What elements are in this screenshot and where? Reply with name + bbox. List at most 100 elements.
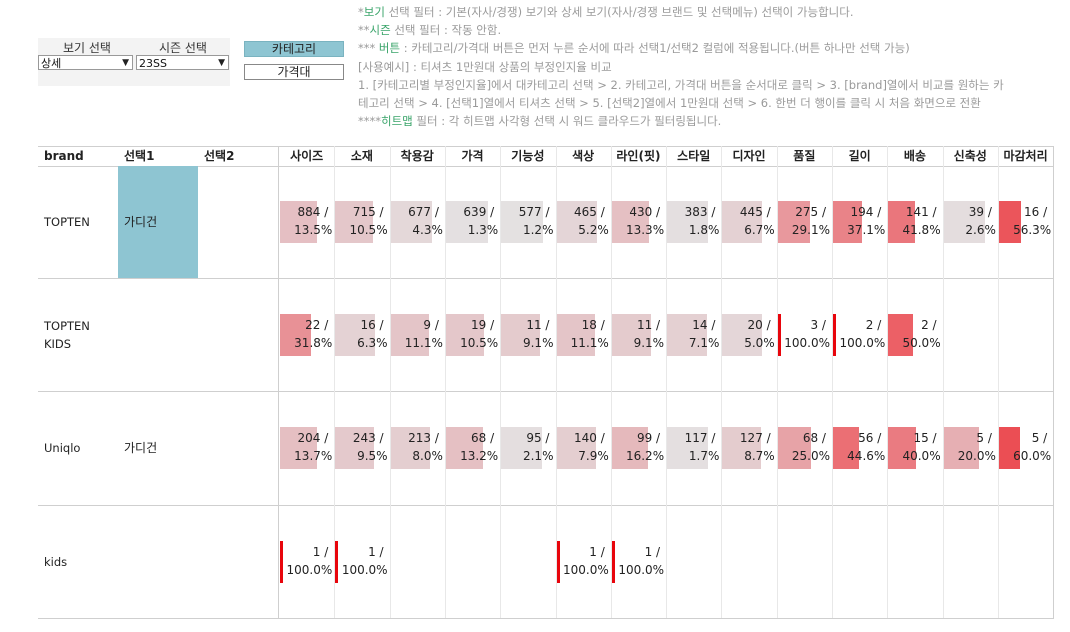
heatmap-cell[interactable]: [998, 201, 1021, 243]
cell-percent: 100.0%: [618, 562, 665, 577]
col-header[interactable]: 소재: [350, 149, 373, 163]
heatmap-cell[interactable]: [611, 427, 648, 469]
cell-percent: 11.1%: [570, 335, 609, 350]
note-keyword: 히트맵: [381, 114, 413, 129]
cell-count: 11 /: [526, 317, 550, 332]
heatmap-cell[interactable]: [335, 540, 339, 583]
heatmap-cell[interactable]: [888, 201, 916, 243]
heatmap-cell[interactable]: [833, 313, 836, 356]
heatmap-cell[interactable]: [335, 313, 376, 356]
heatmap-cell[interactable]: [888, 427, 917, 469]
col-header[interactable]: 품질: [793, 149, 816, 163]
column-divider: [390, 146, 391, 618]
cell-count: 1 /: [312, 544, 329, 559]
cell-percent: 20.0%: [957, 449, 996, 463]
help-notes: *보기 *보기 선택 필터 : 기본(자사/경쟁) 보기와 상세 보기(자사/경…: [358, 3, 1063, 130]
select1-value[interactable]: 가디건: [124, 441, 158, 455]
heatmap-cell[interactable]: [611, 313, 651, 356]
col-header[interactable]: 가격: [461, 149, 484, 163]
heatmap-cell[interactable]: [390, 427, 430, 469]
heatmap-cell[interactable]: [445, 427, 483, 469]
column-divider: [887, 146, 888, 618]
heatmap-cell[interactable]: [943, 427, 979, 469]
col-header[interactable]: 사이즈: [290, 149, 324, 163]
cell-percent: 6.3%: [357, 335, 388, 350]
cell-percent: 13.7%: [294, 449, 333, 463]
heatmap-cell[interactable]: [667, 313, 708, 356]
heatmap-cell[interactable]: [611, 201, 649, 243]
heatmap-cell[interactable]: [722, 313, 763, 356]
heatmap-cell[interactable]: [280, 313, 311, 356]
heatmap-cell[interactable]: [390, 201, 432, 243]
heatmap-cell[interactable]: [556, 540, 560, 583]
column-divider: [1053, 146, 1054, 618]
heatmap-cell[interactable]: [888, 313, 914, 356]
col-header[interactable]: 길이: [848, 149, 871, 163]
heatmap-cell[interactable]: [445, 201, 488, 243]
heatmap-cell[interactable]: [556, 427, 596, 469]
col-header[interactable]: 라인(핏): [616, 149, 661, 163]
brand-label[interactable]: TOPTEN KIDS: [44, 318, 90, 351]
heatmap-cell[interactable]: [833, 427, 859, 469]
heatmap-cell[interactable]: [777, 201, 810, 243]
col-header[interactable]: 기능성: [511, 149, 545, 163]
heatmap-cell[interactable]: [280, 540, 283, 583]
col-header[interactable]: 디자인: [732, 149, 766, 163]
cell-count: 16 /: [1024, 205, 1048, 219]
col-header[interactable]: 색상: [572, 149, 595, 163]
heatmap-cell[interactable]: [280, 427, 317, 469]
heatmap-cell[interactable]: [611, 540, 615, 583]
heatmap-cell[interactable]: [501, 201, 544, 243]
heatmap-cell[interactable]: [390, 313, 429, 356]
heatmap-cell[interactable]: [445, 313, 484, 356]
season-select[interactable]: 23SS ▼: [136, 55, 229, 70]
heatmap-cell[interactable]: [335, 427, 375, 469]
column-divider: [500, 146, 501, 618]
cell-count: 5 /: [1031, 431, 1048, 445]
heatmap-cell[interactable]: [335, 201, 374, 243]
col-header[interactable]: 마감처리: [1003, 149, 1048, 163]
row-divider: [38, 618, 1054, 619]
heatmap-cell[interactable]: [722, 427, 762, 469]
brand-label[interactable]: TOPTEN: [44, 215, 90, 229]
select1-value[interactable]: 가디건: [124, 215, 158, 229]
heatmap-cell[interactable]: [777, 427, 811, 469]
heatmap-cell[interactable]: [943, 201, 985, 243]
heatmap-cell[interactable]: [280, 201, 317, 243]
price-range-button[interactable]: 가격대: [244, 64, 344, 80]
col-header[interactable]: 신축성: [953, 149, 987, 163]
column-divider: [556, 146, 557, 618]
season-select-label: 시즌 선택: [159, 41, 207, 55]
cell-count: 19 /: [471, 317, 495, 332]
heatmap-cell[interactable]: [556, 201, 597, 243]
cell-count: 639 /: [463, 205, 495, 219]
cell-count: 39 /: [968, 205, 992, 219]
cell-count: 68 /: [471, 431, 495, 445]
heatmap-cell[interactable]: [501, 313, 541, 356]
cell-percent: 60.0%: [1013, 449, 1052, 463]
heatmap-cell[interactable]: [998, 427, 1020, 469]
cell-percent: 100.0%: [839, 335, 886, 350]
cell-percent: 1.2%: [522, 223, 554, 237]
heatmap-cell[interactable]: [556, 313, 595, 356]
cell-count: 20 /: [747, 317, 771, 332]
heatmap-cell[interactable]: [667, 201, 709, 243]
brand-label[interactable]: Uniqlo: [44, 441, 81, 455]
col-header[interactable]: 착용감: [400, 149, 434, 163]
cell-count: 383 /: [684, 205, 716, 219]
note-line: 테고리 선택 > 4. [선택1]열에서 티셔츠 선택 > 5. [선택2]열에…: [358, 96, 981, 111]
col-header[interactable]: 스타일: [677, 149, 711, 163]
brand-label[interactable]: kids: [44, 554, 68, 569]
heatmap-cell[interactable]: [501, 427, 543, 469]
cell-count: 117 /: [684, 431, 716, 445]
heatmap-cell[interactable]: [833, 201, 862, 243]
category-button[interactable]: 카테고리: [244, 41, 344, 57]
col-header[interactable]: 배송: [903, 149, 926, 163]
cell-percent: 1.3%: [467, 223, 499, 237]
selected-cell-highlight[interactable]: [118, 166, 198, 278]
heatmap-cell[interactable]: [667, 427, 709, 469]
heatmap-cell[interactable]: [777, 313, 781, 356]
column-divider: [445, 146, 446, 618]
view-select[interactable]: 상세 ▼: [38, 55, 133, 70]
heatmap-cell[interactable]: [722, 201, 763, 243]
